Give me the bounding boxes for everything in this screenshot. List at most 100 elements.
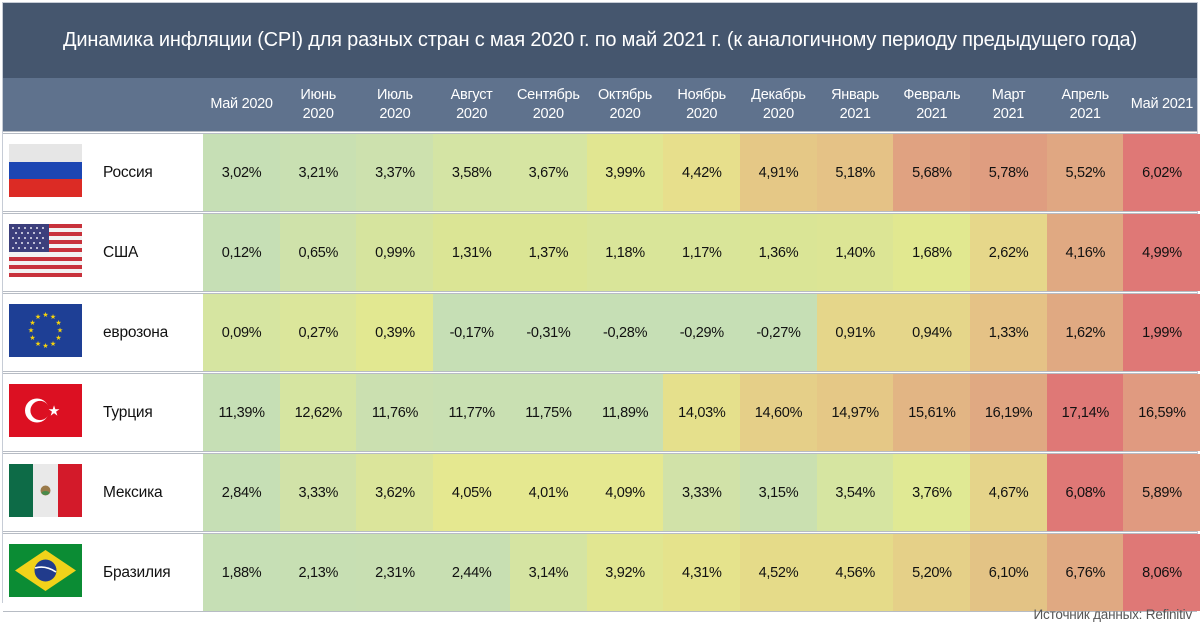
inflation-value-cell: 3,37% [356,134,434,211]
inflation-value-cell: 4,42% [663,134,741,211]
russia-flag-icon [9,144,82,197]
inflation-value-cell: 0,91% [816,294,894,371]
column-header: Февраль 2021 [893,78,970,131]
column-header: Сентябрь 2020 [510,78,587,131]
row-divider [3,371,1197,374]
column-header-month: Апрель [1061,86,1109,103]
inflation-value-cell: 11,39% [203,374,281,451]
column-header-month: Май 2020 [210,96,273,112]
svg-text:★: ★ [48,404,61,420]
column-header-month: Июнь [300,86,337,103]
column-header-year: 2020 [456,105,488,122]
turkey-flag-icon: ★ [9,384,82,437]
inflation-value-cell: 4,99% [1123,214,1200,291]
inflation-value-cell: 5,52% [1046,134,1124,211]
inflation-value-cell: 4,05% [433,454,511,531]
inflation-value-cell: 1,99% [1123,294,1200,371]
inflation-value-cell: -0,17% [433,294,511,371]
inflation-value-cell: 5,78% [970,134,1048,211]
inflation-value-cell: 3,14% [509,534,587,611]
column-header-month: Декабрь [751,86,806,103]
inflation-value-cell: 5,68% [893,134,971,211]
inflation-value-cell: -0,31% [509,294,587,371]
inflation-value-cell: 3,99% [586,134,664,211]
inflation-value-cell: -0,28% [586,294,664,371]
inflation-value-cell: 2,62% [970,214,1048,291]
row-divider [3,131,1197,134]
inflation-value-cell: 3,67% [509,134,587,211]
brazil-flag-icon [9,544,82,597]
svg-text:★: ★ [55,334,61,342]
column-header: Июнь 2020 [280,78,357,131]
country-name: Россия [103,163,153,181]
inflation-value-cell: 1,17% [663,214,741,291]
country-name: Мексика [103,483,163,501]
inflation-value-cell: 4,09% [586,454,664,531]
column-header: Июль 2020 [356,78,433,131]
row-divider [3,451,1197,454]
column-header-year: 2020 [762,105,794,122]
table-row: ★ Турция 11,39% 12,62% 11,76% 11,77% 11,75% 11… [3,374,1200,451]
column-header-year: 2021 [839,105,871,122]
table-row: Россия 3,02% 3,21% 3,37% 3,58% 3,67% 3,99% 4,42… [3,134,1200,211]
inflation-value-cell: 6,10% [970,534,1048,611]
inflation-value-cell: 3,02% [203,134,281,211]
svg-text:★: ★ [35,340,41,348]
column-header-year: 2020 [302,105,334,122]
inflation-value-cell: 1,33% [970,294,1048,371]
table-row: Бразилия 1,88% 2,13% 2,31% 2,44% 3,14% 3,92% 4,… [3,534,1200,611]
inflation-value-cell: 3,92% [586,534,664,611]
column-header-month: Январь [831,86,880,103]
country-name: Турция [103,403,153,421]
table-row: США 0,12% 0,65% 0,99% 1,31% 1,37% 1,18% 1,17% 1,… [3,214,1200,291]
inflation-value-cell: 1,36% [739,214,818,291]
inflation-value-cell: 2,13% [279,534,357,611]
inflation-value-cell: 1,68% [893,214,971,291]
table-title: Динамика инфляции (CPI) для разных стран… [3,3,1197,78]
inflation-value-cell: 0,27% [279,294,357,371]
column-header-year: 2020 [379,105,411,122]
inflation-value-cell: 1,62% [1046,294,1124,371]
inflation-value-cell: 4,52% [739,534,818,611]
column-header-month: Февраль [903,86,961,103]
column-header: Май 2020 [203,78,280,131]
inflation-value-cell: 2,31% [356,534,434,611]
column-header-row: Май 2020 Июнь 2020 Июль 2020 Август 2020 Сентяб… [3,78,1197,131]
inflation-value-cell: 0,94% [893,294,971,371]
inflation-value-cell: 3,54% [816,454,894,531]
inflation-value-cell: 3,62% [356,454,434,531]
column-header: Апрель 2021 [1047,78,1124,131]
column-header: Ноябрь 2020 [663,78,740,131]
inflation-value-cell: 0,39% [356,294,434,371]
inflation-value-cell: -0,29% [663,294,741,371]
row-divider [3,211,1197,214]
inflation-value-cell: 14,03% [663,374,741,451]
inflation-value-cell: 1,37% [509,214,587,291]
inflation-value-cell: 4,56% [816,534,894,611]
inflation-value-cell: 3,33% [279,454,357,531]
inflation-value-cell: 3,76% [893,454,971,531]
inflation-value-cell: 4,16% [1046,214,1124,291]
svg-text:★: ★ [29,319,35,327]
column-header-year: 2020 [532,105,564,122]
svg-text:★: ★ [57,327,63,335]
column-header: Август 2020 [433,78,510,131]
inflation-value-cell: 3,21% [279,134,357,211]
inflation-value-cell: 0,09% [203,294,281,371]
country-name: США [103,243,139,261]
data-source-note: Источник данных: Refinitiv [1033,607,1193,622]
inflation-value-cell: 1,40% [816,214,894,291]
column-header-month: Ноябрь [677,86,726,103]
column-header-month: Октябрь [597,86,653,103]
column-header-month: Июль [376,86,413,103]
country-name: Бразилия [103,563,171,581]
inflation-value-cell: 16,19% [970,374,1048,451]
svg-text:★: ★ [42,311,48,319]
column-header-year: 2021 [916,105,948,122]
inflation-value-cell: 4,01% [509,454,587,531]
table-row: Мексика 2,84% 3,33% 3,62% 4,05% 4,01% 4,09% 3,3… [3,454,1200,531]
column-header: Май 2021 [1123,78,1200,131]
inflation-value-cell: 4,67% [970,454,1048,531]
inflation-value-cell: 6,02% [1123,134,1200,211]
inflation-value-cell: 5,18% [816,134,894,211]
